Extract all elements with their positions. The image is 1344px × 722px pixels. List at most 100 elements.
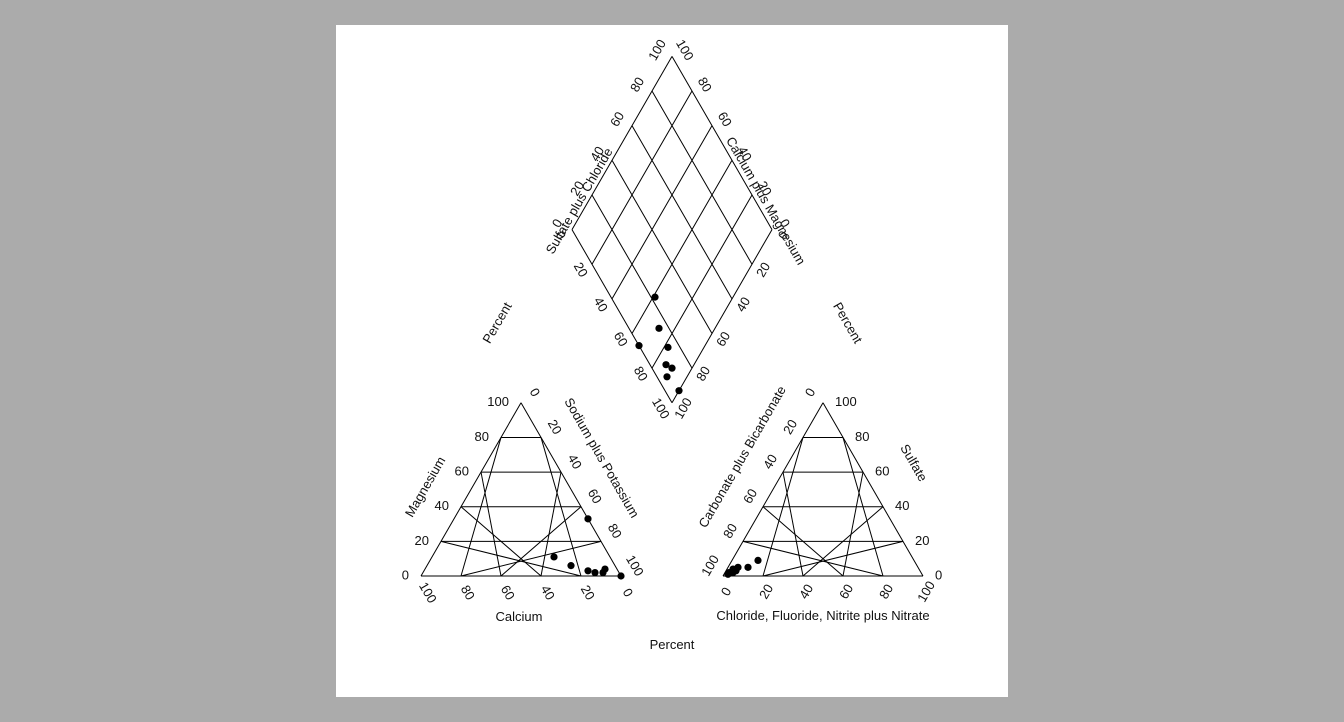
tick-label-calcium: 60: [498, 582, 518, 602]
diamond-grid-a: [591, 90, 693, 265]
tick-label-carbonate-bicarbonate: 20: [780, 417, 800, 437]
tick-label-sulfate: 20: [915, 533, 929, 548]
axis-title-calcium-magnesium: Calcium plus Magnesium: [723, 134, 809, 267]
tick-label-carbonate-bicarbonate-diamond: 100: [671, 395, 695, 421]
anion-triangle-grid-r: [842, 437, 884, 577]
cation-point: [601, 565, 609, 573]
tick-label-magnesium: 40: [435, 498, 449, 513]
tick-label-carbonate-bicarbonate-diamond: 20: [753, 260, 773, 280]
cation-triangle-grid-r: [540, 471, 562, 577]
tick-label-sulfate-chloride: 100: [645, 37, 669, 63]
tick-label-sulfate: 80: [855, 429, 869, 444]
chart-paper: 0 0 0 0 0 0 0 0 0 0 20 20 20 20 20 20 20 20 20 20 40 40 40 40 40…: [336, 25, 1008, 697]
tick-label-carbonate-bicarbonate: 40: [760, 452, 780, 472]
axis-title-calcium: Calcium: [496, 609, 543, 624]
anion-point: [754, 556, 762, 565]
tick-label-sodium-potassium-diamond: 20: [571, 260, 591, 280]
tick-label-sulfate: 40: [895, 498, 909, 513]
tick-label-sulfate: 100: [835, 394, 857, 409]
diamond-point: [635, 342, 643, 350]
axis-title-percent-right: Percent: [830, 300, 866, 347]
diamond-grid-a: [611, 125, 713, 300]
cation-point: [584, 567, 592, 575]
cation-triangle-edge-right: [520, 402, 622, 577]
diamond-grid-b: [591, 194, 693, 369]
diamond-point: [675, 387, 683, 395]
cation-triangle-grid-l: [480, 471, 502, 577]
tick-label-magnesium: 80: [475, 429, 489, 444]
tick-label-sulfate: 0: [935, 567, 942, 582]
tick-label-carbonate-bicarbonate: 100: [698, 552, 722, 578]
diamond-point: [664, 343, 672, 351]
anion-point: [724, 570, 732, 578]
anion-triangle-grid-r: [842, 471, 864, 577]
diamond-edge-ll: [571, 229, 673, 404]
tick-label-carbonate-bicarbonate-diamond: 80: [693, 364, 713, 384]
anion-triangle-grid-r: [802, 506, 884, 577]
diamond-grid-b: [611, 160, 713, 334]
tick-label-sodium-potassium: 40: [565, 452, 585, 472]
tick-label-carbonate-bicarbonate-diamond: 60: [713, 329, 733, 349]
tick-label-sodium-potassium: 20: [545, 417, 565, 437]
diamond-edge-lr: [671, 229, 773, 404]
tick-label-calcium-magnesium: 40: [735, 144, 755, 164]
diamond-grid-b: [651, 90, 753, 265]
tick-label-chloride-group: 60: [836, 581, 856, 601]
tick-label-magnesium: 60: [455, 464, 469, 479]
cation-triangle-grid-l: [440, 540, 582, 577]
tick-label-calcium-magnesium: 20: [755, 178, 775, 198]
tick-label-magnesium: 20: [415, 533, 429, 548]
tick-label-sulfate: 60: [875, 464, 889, 479]
cation-point: [591, 568, 599, 577]
tick-label-sodium-potassium: 0: [527, 385, 544, 399]
tick-label-sodium-potassium: 80: [605, 521, 625, 541]
grid-lines: [420, 56, 924, 577]
axis-title-percent-bottom: Percent: [650, 637, 695, 652]
tick-label-sodium-potassium-diamond: 80: [631, 364, 651, 384]
tick-label-sulfate-chloride: 40: [587, 144, 607, 164]
tick-label-sulfate-chloride: 20: [567, 178, 587, 198]
tick-label-magnesium: 100: [487, 394, 509, 409]
tick-label-sulfate-chloride: 80: [627, 74, 647, 94]
tick-label-carbonate-bicarbonate-diamond: 40: [733, 294, 753, 314]
diamond-point: [655, 324, 663, 332]
anion-point: [744, 563, 752, 571]
anion-triangle-grid-r: [762, 540, 904, 577]
tick-label-calcium: 80: [458, 582, 478, 602]
tick-label-calcium-magnesium: 60: [715, 109, 735, 129]
tick-label-sodium-potassium: 100: [623, 552, 647, 578]
tick-label-magnesium: 0: [402, 567, 409, 582]
anion-triangle-grid-l: [782, 471, 804, 577]
anion-triangle-grid-l: [742, 540, 884, 577]
tick-label-carbonate-bicarbonate: 0: [802, 385, 819, 399]
diamond-edge-ul: [571, 56, 673, 230]
tick-label-carbonate-bicarbonate: 80: [720, 521, 740, 541]
diamond-point: [668, 364, 676, 372]
tick-label-chloride-group: 40: [796, 581, 816, 601]
anion-triangle-grid-l: [762, 506, 844, 577]
tick-label-calcium: 100: [416, 579, 440, 605]
diamond-grid-a: [651, 194, 753, 369]
diamond-edge-ur: [671, 56, 773, 230]
tick-label-sulfate-chloride: 60: [607, 109, 627, 129]
cation-point: [584, 515, 592, 523]
tick-label-sodium-potassium-diamond: 60: [611, 329, 631, 349]
axis-title-percent-left: Percent: [479, 299, 515, 346]
diamond-point: [663, 373, 671, 381]
tick-label-chloride-group: 0: [718, 585, 735, 599]
tick-label-chloride-group: 80: [876, 581, 896, 601]
cation-triangle-grid-r: [500, 506, 582, 577]
cation-point: [550, 553, 558, 561]
axis-title-sulfate-chloride: Sulfate plus Chloride: [543, 145, 616, 256]
diamond-grid-b: [631, 125, 733, 300]
cation-triangle-grid-r: [540, 437, 582, 577]
tick-label-chloride-group: 20: [756, 581, 776, 601]
tick-label-calcium-magnesium: 100: [673, 37, 697, 63]
axis-title-chloride-group: Chloride, Fluoride, Nitrite plus Nitrate: [716, 608, 929, 623]
tick-label-carbonate-bicarbonate: 60: [740, 486, 760, 506]
diamond-point: [662, 361, 670, 369]
tick-label-calcium: 0: [620, 586, 637, 600]
cation-point: [567, 562, 575, 570]
